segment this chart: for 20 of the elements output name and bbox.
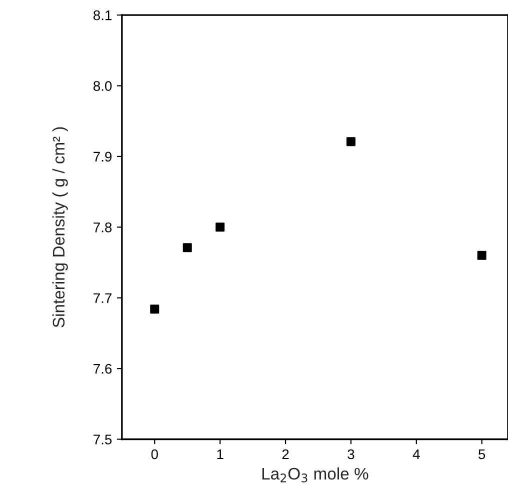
point <box>182 243 192 252</box>
x-tick-label: 2 <box>282 449 289 460</box>
point <box>150 304 160 314</box>
x-tick-label: 5 <box>478 449 486 460</box>
point <box>216 222 225 232</box>
x-tick-label: 1 <box>217 449 224 460</box>
point <box>346 137 356 146</box>
x-tick-label: 3 <box>348 449 354 460</box>
x-tick-label: 4 <box>412 449 420 460</box>
y-tick-label: 7.9 <box>94 152 112 162</box>
y-tick-label: 7.6 <box>94 364 112 374</box>
y-tick-label: 7.7 <box>94 293 112 303</box>
point <box>477 250 486 260</box>
x-tick-label: 0 <box>151 449 158 460</box>
y-tick-label: 7.8 <box>94 222 112 232</box>
y-tick-label: 8.1 <box>93 10 112 20</box>
y-axis-title: Sintering Density ( g / cm² ) <box>52 127 68 328</box>
y-tick-label: 8.0 <box>93 81 112 91</box>
y-tick-label: 7.5 <box>94 434 112 444</box>
x-axis-title: La$_{2}$O$_{3}$ mole % <box>262 467 368 482</box>
